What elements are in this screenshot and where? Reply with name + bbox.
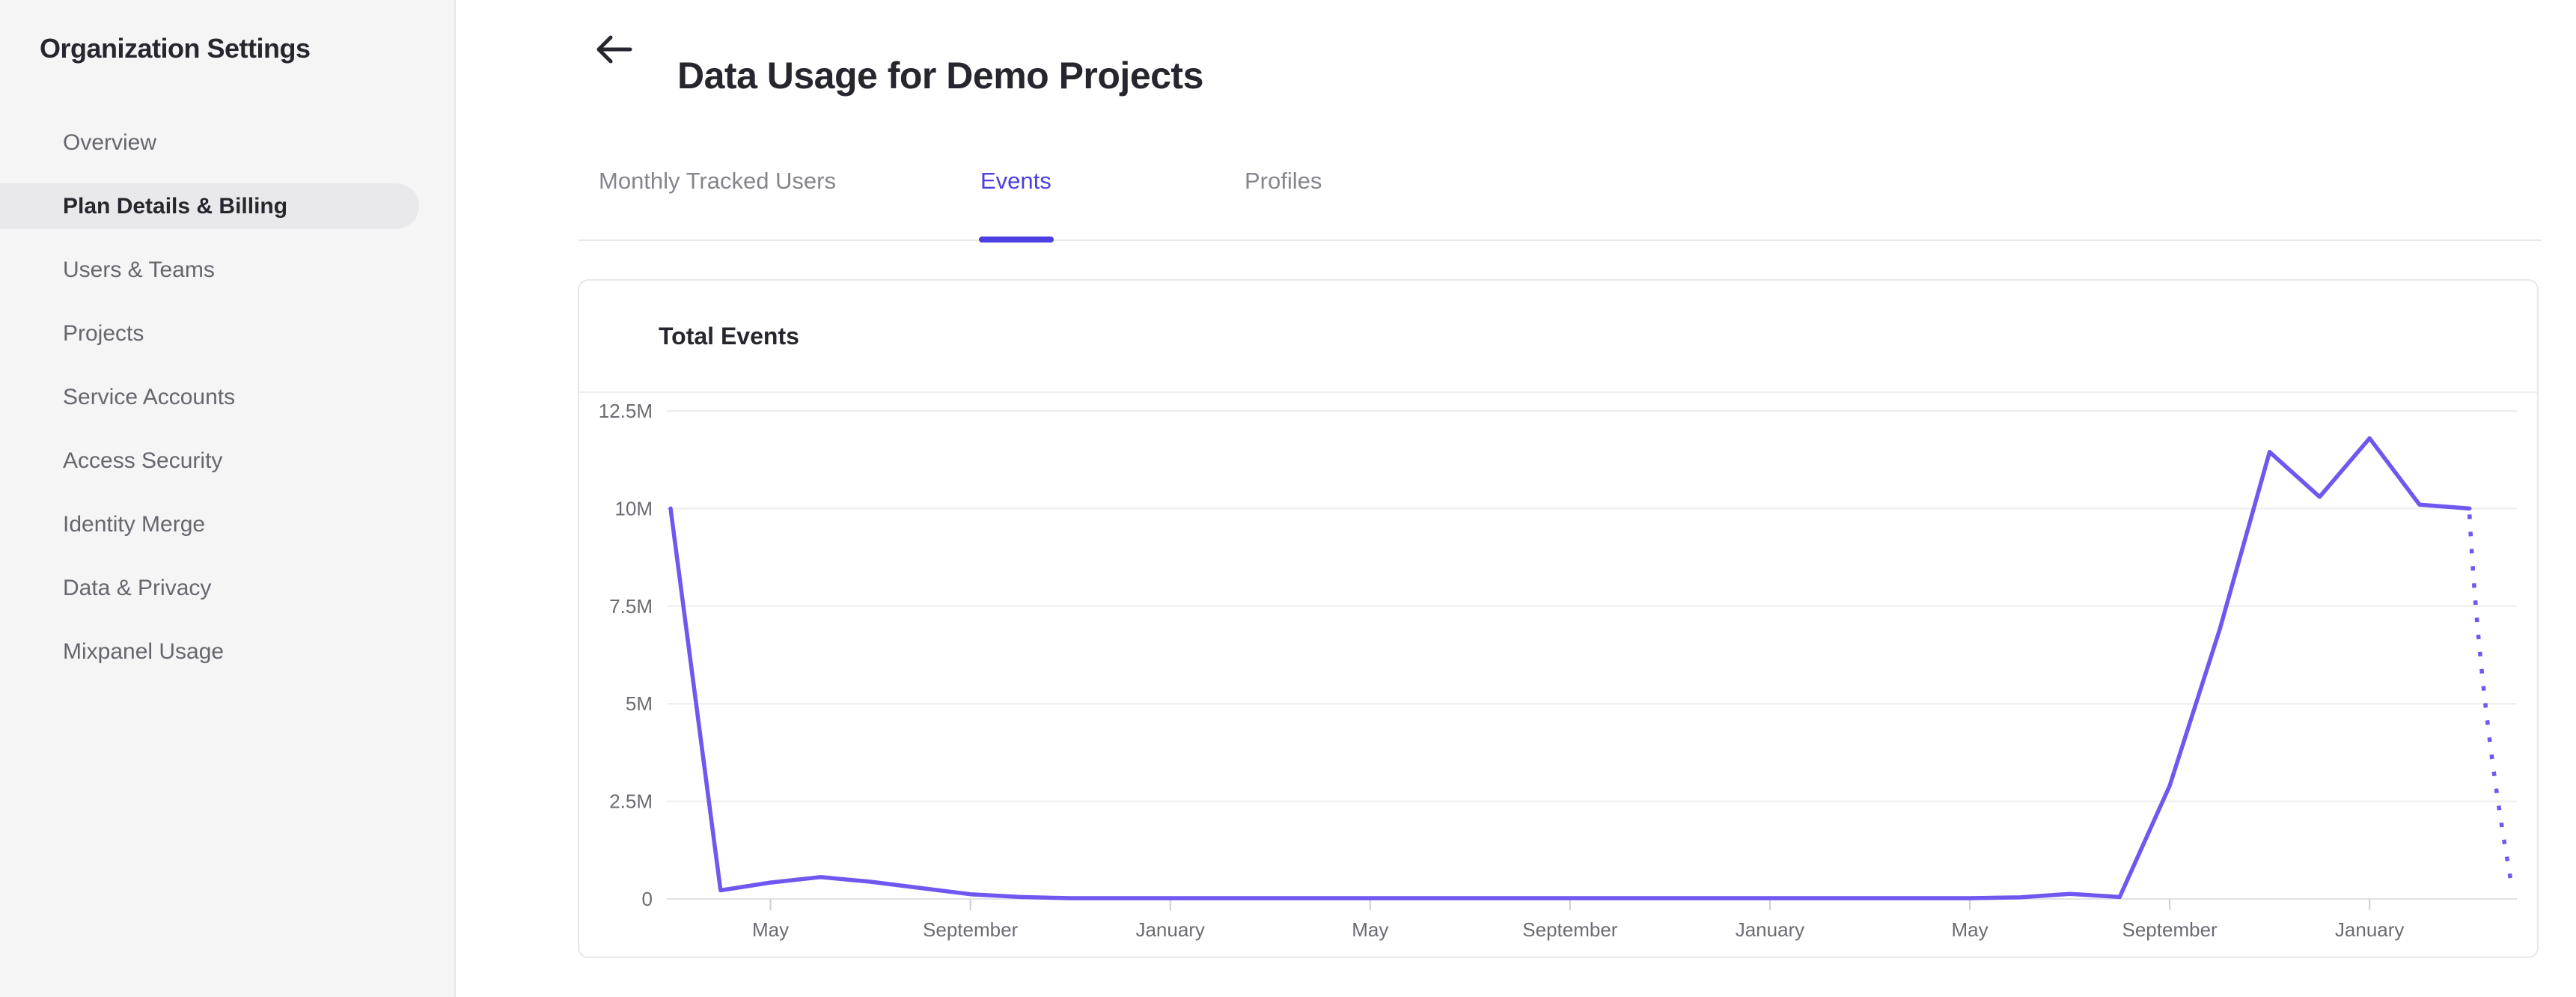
svg-text:May: May <box>1951 918 1988 941</box>
chart-axes <box>667 898 2517 910</box>
svg-text:May: May <box>1352 918 1388 941</box>
card-title: Total Events <box>659 323 799 350</box>
svg-text:January: January <box>1135 918 1205 941</box>
back-button[interactable] <box>591 28 636 73</box>
usage-tabs: Monthly Tracked Users Events Profiles <box>578 150 2542 243</box>
events-usage-chart[interactable]: 12.5M 10M 7.5M 5M 2.5M 0 May September January Ma… <box>578 279 2539 958</box>
sidebar-item-projects[interactable]: Projects <box>0 302 456 365</box>
svg-text:7.5M: 7.5M <box>609 595 653 618</box>
sidebar-item-label: Access Security <box>63 448 223 473</box>
tab-profiles[interactable]: Profiles <box>1245 168 1322 194</box>
chart-series-line <box>668 436 2515 900</box>
chart-gridlines <box>667 410 2517 802</box>
svg-text:September: September <box>1522 918 1618 941</box>
sidebar-item-label: Service Accounts <box>63 384 236 409</box>
active-tab-indicator <box>979 237 1054 243</box>
svg-text:10M: 10M <box>614 497 653 519</box>
chart-canvas[interactable]: 12.5M 10M 7.5M 5M 2.5M 0 May September January Ma… <box>578 279 2536 955</box>
tab-monthly-tracked-users[interactable]: Monthly Tracked Users <box>599 168 836 194</box>
sidebar-nav-list: Overview Plan Details & Billing Users & Te… <box>0 111 456 683</box>
chart-axis-labels: 12.5M 10M 7.5M 5M 2.5M 0 May September January Ma… <box>599 400 2405 941</box>
sidebar-item-users-teams[interactable]: Users & Teams <box>0 238 456 302</box>
sidebar-title: Organization Settings <box>40 33 311 64</box>
sidebar-item-label: Mixpanel Usage <box>63 638 225 664</box>
left-arrow-icon <box>593 31 635 71</box>
svg-text:January: January <box>2335 918 2405 941</box>
sidebar-item-identity-merge[interactable]: Identity Merge <box>0 493 456 556</box>
sidebar-item-overview[interactable]: Overview <box>0 111 456 174</box>
svg-text:September: September <box>2122 918 2218 941</box>
sidebar-item-label: Identity Merge <box>63 511 206 537</box>
sidebar-item-label: Overview <box>63 129 157 155</box>
total-events-card: Total Events <box>578 279 2539 958</box>
sidebar-item-data-privacy[interactable]: Data & Privacy <box>0 556 456 620</box>
svg-text:12.5M: 12.5M <box>599 400 653 422</box>
sidebar-item-label: Users & Teams <box>63 257 215 282</box>
sidebar-item-label: Projects <box>63 320 144 346</box>
sidebar-item-highlight <box>0 183 419 229</box>
sidebar-item-mixpanel-usage[interactable]: Mixpanel Usage <box>0 620 456 683</box>
svg-text:May: May <box>752 918 789 941</box>
svg-text:0: 0 <box>642 888 653 910</box>
tab-events[interactable]: Events <box>980 168 1052 194</box>
sidebar-item-label: Plan Details & Billing <box>63 193 288 219</box>
sidebar-item-plan-details-billing[interactable]: Plan Details & Billing <box>0 174 456 238</box>
svg-text:January: January <box>1736 918 1805 941</box>
card-header: Total Events <box>579 281 2537 393</box>
page-title: Data Usage for Demo Projects <box>677 54 1203 97</box>
svg-text:2.5M: 2.5M <box>609 790 653 813</box>
settings-sidebar: Organization Settings Overview Plan Detai… <box>0 0 456 997</box>
sidebar-item-access-security[interactable]: Access Security <box>0 429 456 493</box>
sidebar-item-label: Data & Privacy <box>63 575 212 600</box>
svg-text:September: September <box>923 918 1019 941</box>
svg-text:5M: 5M <box>626 692 653 715</box>
sidebar-item-service-accounts[interactable]: Service Accounts <box>0 365 456 429</box>
